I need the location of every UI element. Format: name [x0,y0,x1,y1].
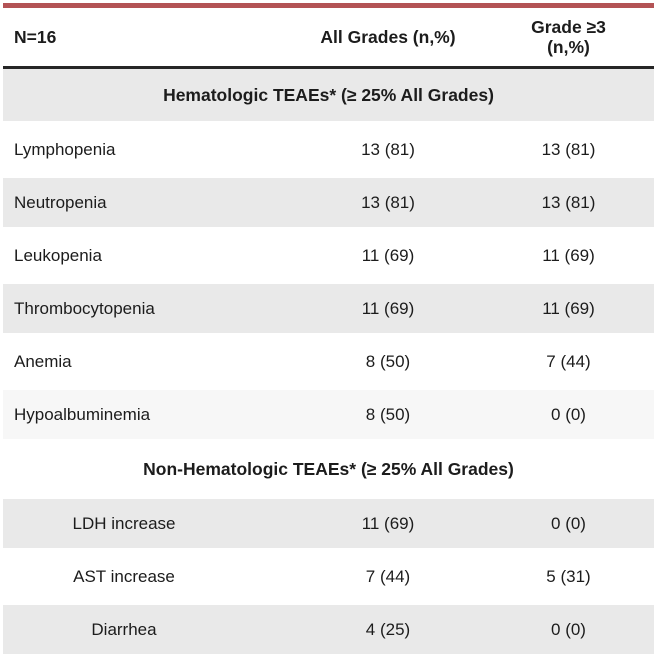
header-grade-ge3-line1: Grade ≥3 [531,16,606,37]
row-grade-ge3-value: 13 (81) [541,139,596,159]
row-all-grades-value: 11 (69) [361,513,415,533]
table-row: Neutropenia 13 (81) 13 (81) [3,178,654,227]
row-grade-ge3-value: 0 (0) [551,619,586,639]
top-accent-bar [3,3,654,8]
row-label: Lymphopenia [14,139,116,159]
row-grade-ge3-value: 13 (81) [541,192,596,212]
row-grade-ge3-value: 11 (69) [542,298,595,318]
table-row: Lymphopenia 13 (81) 13 (81) [3,125,654,174]
row-grade-ge3-value: 0 (0) [551,404,586,424]
row-all-grades-value: 8 (50) [365,404,411,424]
row-grade-ge3-value: 11 (69) [542,245,595,265]
header-rule [3,66,654,69]
row-all-grades-value: 13 (81) [361,192,415,212]
table-row: Diarrhea 4 (25) 0 (0) [3,605,654,654]
section-title: Non-Hematologic TEAEs* (≥ 25% All Grades… [143,458,514,479]
table-row: Anemia 8 (50) 7 (44) [3,337,654,386]
row-grade-ge3-value: 0 (0) [551,513,586,533]
row-label: LDH increase [72,513,176,533]
row-label: Anemia [14,351,72,371]
table-row: Thrombocytopenia 11 (69) 11 (69) [3,284,654,333]
row-label: Neutropenia [14,192,107,212]
row-label: Hypoalbuminemia [14,404,151,424]
table-header-row: N=16 All Grades (n,%) Grade ≥3 (n,%) [3,8,654,66]
table-row: Leukopenia 11 (69) 11 (69) [3,231,654,280]
row-all-grades-value: 4 (25) [365,619,411,639]
row-all-grades-value: 11 (69) [361,298,415,318]
table-row: AST increase 7 (44) 5 (31) [3,552,654,601]
row-label: Diarrhea [91,619,157,639]
table-row: Hypoalbuminemia 8 (50) 0 (0) [3,390,654,439]
section-title: Hematologic TEAEs* (≥ 25% All Grades) [3,69,654,121]
row-all-grades-value: 11 (69) [361,245,415,265]
table-body: Hematologic TEAEs* (≥ 25% All Grades) Lym… [3,69,654,654]
header-grade-ge3: Grade ≥3 (n,%) [483,17,654,57]
header-n-count: N=16 [14,26,57,47]
row-all-grades-value: 8 (50) [365,351,411,371]
row-all-grades-value: 7 (44) [365,566,411,586]
row-all-grades-value: 13 (81) [361,139,415,159]
row-grade-ge3-value: 5 (31) [546,566,591,586]
header-grade-ge3-line2: (n,%) [547,37,590,57]
row-label: Thrombocytopenia [14,298,155,318]
table-row: LDH increase 11 (69) 0 (0) [3,499,654,548]
teae-table: N=16 All Grades (n,%) Grade ≥3 (n,%) Hem… [3,3,654,654]
header-all-grades: All Grades (n,%) [320,26,456,47]
row-label: AST increase [73,566,175,586]
row-label: Leukopenia [14,245,102,265]
row-grade-ge3-value: 7 (44) [546,351,591,371]
